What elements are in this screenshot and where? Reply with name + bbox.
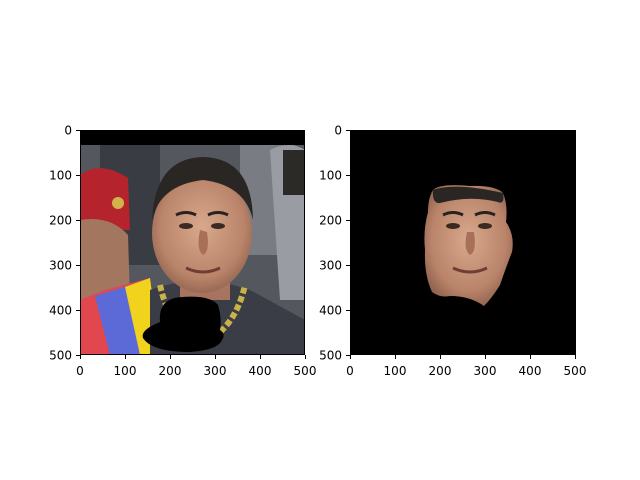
left-image-panel xyxy=(80,130,305,355)
right-x-tick-label: 500 xyxy=(564,364,587,378)
left-y-tick-label: 300 xyxy=(49,259,72,273)
right-panel-frame xyxy=(350,130,576,355)
left-x-tick-label: 500 xyxy=(294,364,317,378)
left-y-tick-label: 500 xyxy=(49,349,72,363)
left-x-tick-label: 200 xyxy=(159,364,182,378)
left-y-tick-label: 0 xyxy=(64,124,72,138)
black-mask xyxy=(142,296,224,352)
beret-badge xyxy=(112,197,124,209)
right-y-tick-label: 400 xyxy=(319,304,342,318)
left-panel-frame xyxy=(80,130,305,355)
right-y-tick-label: 0 xyxy=(334,124,342,138)
left-x-tick-label: 300 xyxy=(204,364,227,378)
right-x-tick-label: 300 xyxy=(474,364,497,378)
right-x-tick-label: 200 xyxy=(429,364,452,378)
right-x-axis: 0 100 200 300 400 500 xyxy=(346,355,586,378)
right-y-tick-label: 500 xyxy=(319,349,342,363)
right-y-tick-label: 300 xyxy=(319,259,342,273)
right-x-tick-label: 100 xyxy=(384,364,407,378)
left-y-tick-label: 400 xyxy=(49,304,72,318)
left-y-axis: 0 100 200 300 400 500 xyxy=(49,124,80,363)
hair xyxy=(152,157,253,220)
red-beret xyxy=(80,168,130,230)
left-y-tick-label: 200 xyxy=(49,214,72,228)
left-x-tick-label: 400 xyxy=(249,364,272,378)
right-x-tick-label: 0 xyxy=(346,364,354,378)
right-y-tick-label: 100 xyxy=(319,169,342,183)
right-image-panel xyxy=(350,130,576,355)
left-x-tick-label: 100 xyxy=(114,364,137,378)
left-x-axis: 0 100 200 300 400 500 xyxy=(76,355,316,378)
right-x-tick-label: 400 xyxy=(519,364,542,378)
right-y-axis: 0 100 200 300 400 500 xyxy=(319,124,350,363)
segmented-hair xyxy=(432,186,504,204)
right-y-tick-label: 200 xyxy=(319,214,342,228)
left-x-tick-label: 0 xyxy=(76,364,84,378)
left-y-tick-label: 100 xyxy=(49,169,72,183)
